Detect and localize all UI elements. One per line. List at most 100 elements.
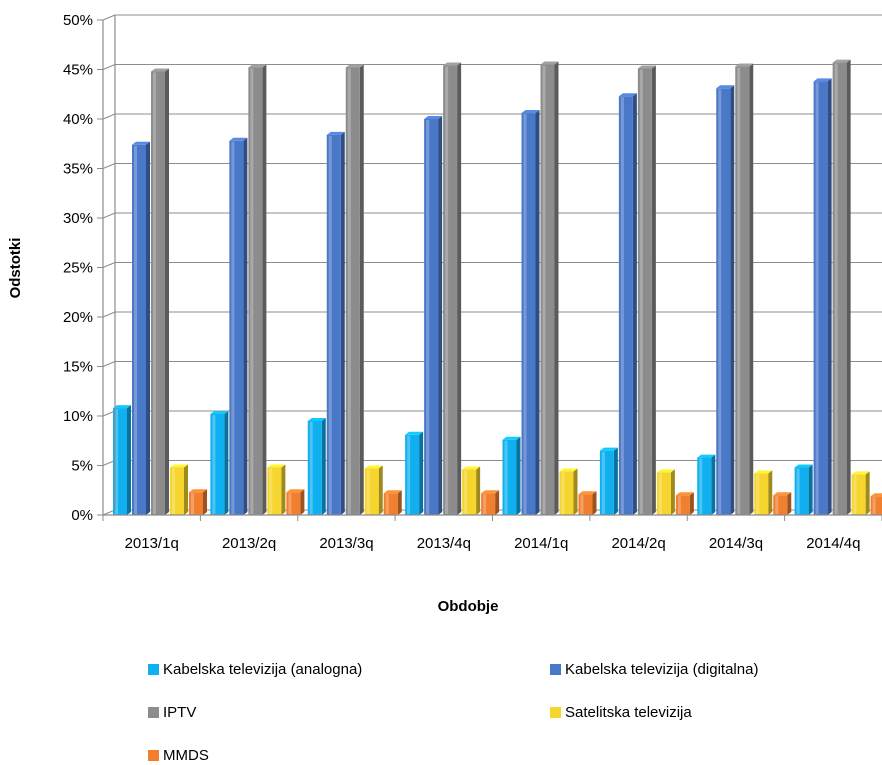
- x-axis-title: Obdobje: [438, 598, 499, 615]
- bar-top: [286, 489, 305, 493]
- legend-swatch: [148, 664, 159, 675]
- bar: [170, 464, 188, 515]
- bar-top: [443, 62, 462, 66]
- y-tick-label: 45%: [63, 62, 93, 79]
- bar-highlight: [718, 89, 722, 514]
- bar-highlight: [385, 494, 389, 514]
- bar-top: [364, 465, 383, 469]
- x-tick-label: 2014/4q: [806, 535, 860, 552]
- x-tick-label: 2014/1q: [514, 535, 568, 552]
- bar-front: [424, 119, 439, 515]
- legend-item: MMDS: [148, 747, 209, 764]
- bar-top: [462, 466, 481, 470]
- bar-front: [813, 81, 828, 515]
- bar-front: [405, 434, 420, 515]
- bar: [735, 63, 754, 515]
- bar-top: [578, 491, 597, 495]
- bar-front: [345, 67, 360, 516]
- bar-front: [637, 68, 652, 515]
- bar: [832, 59, 851, 515]
- gridline-diagonal: [102, 113, 116, 120]
- bar-side: [689, 492, 694, 515]
- legend-item: IPTV: [148, 704, 196, 721]
- bar-highlight: [134, 145, 137, 515]
- bar: [716, 85, 735, 515]
- bar: [151, 68, 169, 515]
- bar-front: [599, 450, 614, 515]
- y-tick-label: 35%: [63, 161, 93, 178]
- bar: [773, 492, 792, 515]
- bar: [132, 141, 150, 516]
- bar-side: [281, 464, 286, 515]
- legend-swatch: [148, 707, 159, 718]
- bar-front: [559, 471, 574, 515]
- bar-front: [267, 467, 282, 515]
- bar: [405, 431, 424, 515]
- bar-top: [151, 68, 169, 72]
- y-tick-labels: 0% 5% 10% 15% 20% 25% 30% 35% 40% 45% 50%: [63, 12, 93, 524]
- x-tick-label: 2013/3q: [319, 535, 373, 552]
- bar-top: [502, 436, 521, 440]
- bar: [754, 470, 773, 515]
- bar-side: [243, 137, 248, 515]
- bars: [113, 59, 882, 516]
- bar-side: [865, 471, 870, 515]
- bar-side: [300, 489, 305, 515]
- legend-label: IPTV: [163, 704, 197, 721]
- bar-front: [540, 64, 555, 516]
- bar-highlight: [580, 495, 584, 514]
- bar: [462, 466, 481, 515]
- x-tick-label: 2013/4q: [417, 535, 471, 552]
- bar-front: [210, 414, 225, 515]
- bar-side: [457, 62, 462, 515]
- bar-front: [716, 88, 731, 515]
- bar: [637, 65, 656, 515]
- bar: [794, 464, 813, 515]
- bar-side: [535, 110, 540, 515]
- bar-side: [808, 464, 813, 515]
- bar-side: [419, 431, 424, 515]
- bar-top: [383, 490, 402, 494]
- bar-side: [730, 85, 735, 515]
- bar-highlight: [464, 470, 468, 514]
- y-tick-label: 5%: [71, 458, 93, 475]
- bar-highlight: [775, 496, 779, 514]
- bar-side: [321, 417, 326, 515]
- bar-highlight: [366, 469, 370, 514]
- bar: [443, 62, 462, 515]
- bar-top: [697, 454, 716, 458]
- bar-top: [229, 137, 248, 141]
- bar-side: [516, 436, 521, 515]
- bar: [540, 61, 559, 516]
- bar-highlight: [504, 440, 508, 514]
- bar-top: [794, 464, 813, 468]
- bar-highlight: [191, 493, 194, 514]
- bar: [345, 64, 364, 516]
- bar-side: [397, 490, 402, 515]
- bar-side: [146, 141, 150, 516]
- bar-highlight: [561, 472, 565, 514]
- bar-top: [813, 78, 832, 82]
- bar: [424, 116, 443, 515]
- bar: [286, 489, 305, 515]
- bar-side: [592, 491, 597, 515]
- gridline-diagonal: [102, 64, 116, 70]
- bar-top: [170, 464, 188, 468]
- bar-front: [502, 439, 517, 515]
- x-tick-label: 2013/2q: [222, 535, 276, 552]
- bar-highlight: [172, 468, 175, 514]
- bar: [113, 405, 131, 515]
- bar-highlight: [250, 68, 254, 515]
- legend-swatch: [550, 664, 561, 675]
- bar-highlight: [347, 68, 351, 515]
- y-tick-label: 10%: [63, 408, 93, 425]
- y-axis-title: Odstotki: [7, 238, 24, 299]
- bar-highlight: [756, 474, 760, 514]
- bar-side: [749, 63, 754, 515]
- bar-front: [697, 457, 712, 515]
- bar-top: [405, 431, 424, 435]
- bar-side: [476, 466, 481, 515]
- bar-side: [827, 78, 832, 515]
- bar-highlight: [426, 120, 430, 514]
- gridline-diagonal: [102, 163, 116, 169]
